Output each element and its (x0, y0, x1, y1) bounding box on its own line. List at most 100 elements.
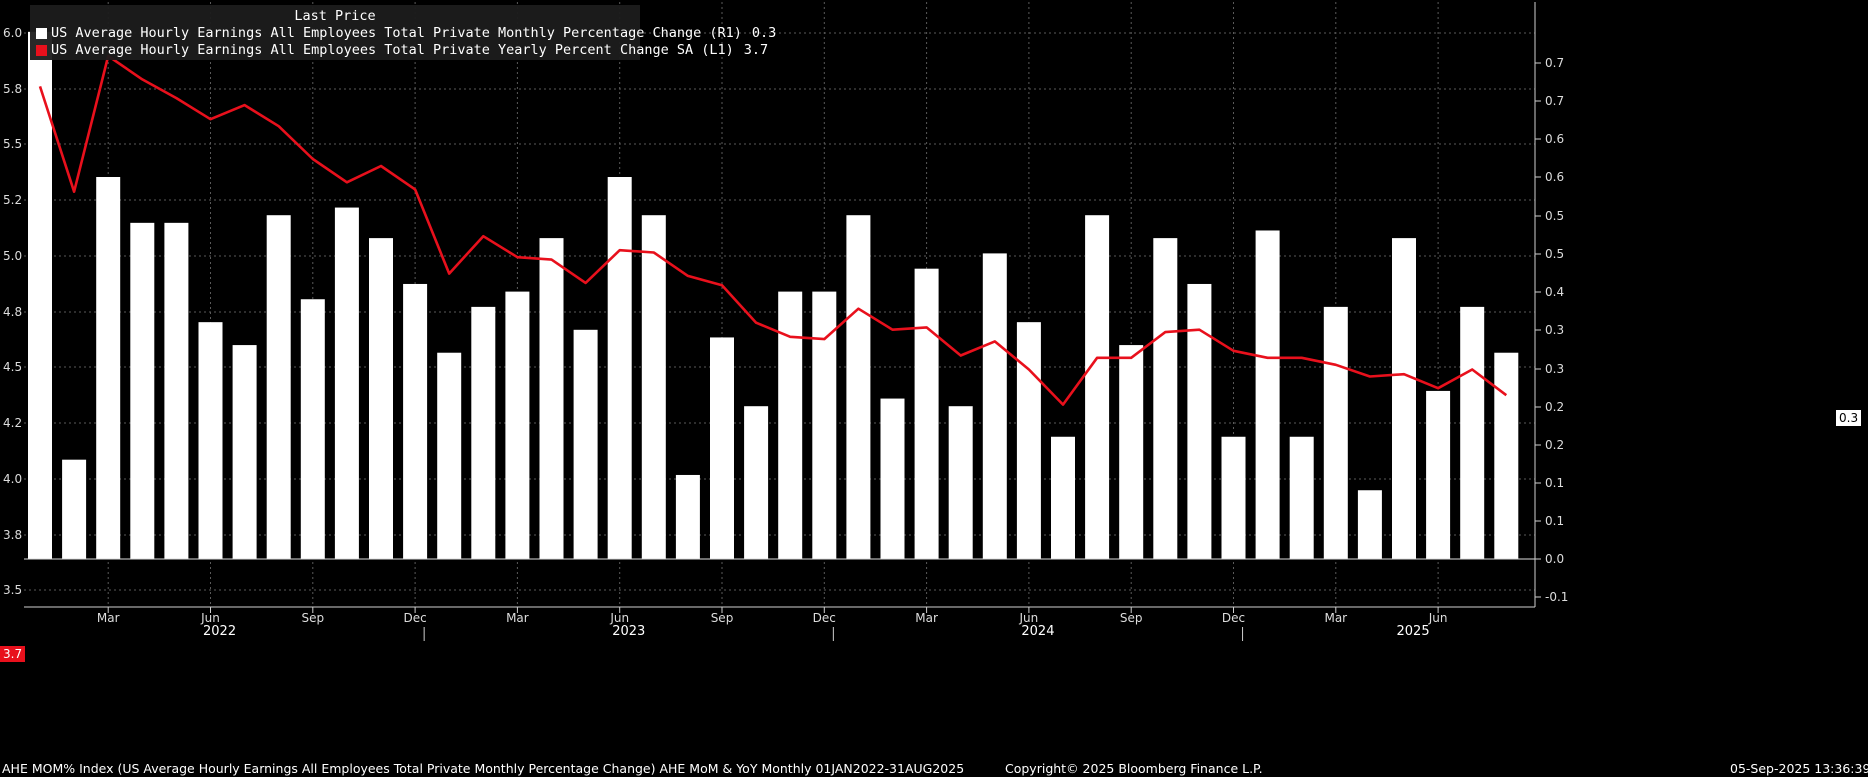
right-tick-label: -0.1 (1545, 590, 1568, 604)
bar (846, 215, 871, 559)
bar (505, 291, 530, 559)
bar (1357, 490, 1382, 559)
x-tick-label: Jun (1428, 611, 1448, 625)
right-tick-label: 0.5 (1545, 247, 1564, 261)
right-tick-label: 0.1 (1545, 476, 1564, 490)
right-tick-label: 0.3 (1545, 323, 1564, 337)
bar (948, 406, 973, 559)
legend-item-yearly[interactable]: US Average Hourly Earnings All Employees… (30, 42, 768, 59)
bar (1221, 436, 1246, 559)
x-tick-label: Jun (200, 611, 220, 625)
bar (1051, 436, 1075, 559)
bar (641, 215, 666, 559)
right-tick-label: 0.7 (1545, 94, 1564, 108)
bar (403, 283, 428, 559)
left-tick-label: 5.0 (3, 249, 22, 263)
bar (1119, 345, 1144, 559)
bar (62, 459, 87, 559)
bar (1392, 238, 1416, 559)
bar (164, 222, 189, 559)
legend-label: US Average Hourly Earnings All Employees… (51, 42, 734, 58)
bar (198, 322, 223, 559)
legend: Last Price US Average Hourly Earnings Al… (30, 5, 776, 60)
x-tick-label: Dec (1222, 611, 1245, 625)
bar (1494, 352, 1519, 559)
left-tick-label: 3.5 (3, 583, 22, 597)
year-label: 2025 (1397, 624, 1430, 639)
bar (880, 398, 905, 559)
line-series (38, 54, 1508, 406)
legend-header: Last Price (294, 8, 376, 24)
x-tick-label: Mar (97, 611, 120, 625)
bar (232, 345, 257, 559)
bar (28, 31, 52, 559)
bar (539, 238, 564, 559)
legend-value: 3.7 (743, 42, 769, 58)
year-label: 2023 (612, 624, 645, 639)
right-tick-label: 0.6 (1545, 132, 1564, 146)
legend-item-monthly[interactable]: US Average Hourly Earnings All Employees… (30, 25, 776, 42)
x-tick-label: Sep (301, 611, 324, 625)
x-tick-label: Sep (711, 611, 734, 625)
legend-swatch-red (36, 45, 47, 56)
footer-timestamp: 05-Sep-2025 13:36:39 (1730, 761, 1868, 776)
x-tick-label: Mar (1324, 611, 1347, 625)
right-tick-label: 0.6 (1545, 170, 1564, 184)
axes: 3.5 3.8 4.0 4.2 4.5 4.8 5.0 5.2 5.5 5.8 6.0 -0.1 0.0… (3, 2, 1568, 641)
bar (130, 222, 155, 559)
right-tick-label: 0.1 (1545, 514, 1564, 528)
bar (812, 291, 837, 559)
bar (914, 268, 939, 559)
left-tick-label: 4.2 (3, 416, 22, 430)
bar (369, 238, 393, 559)
footer-description: AHE MOM% Index (US Average Hourly Earnin… (2, 761, 965, 776)
bar-series (28, 31, 1519, 560)
x-tick-label: Dec (813, 611, 836, 625)
bar (982, 253, 1007, 559)
x-tick-label: Mar (915, 611, 938, 625)
bar (334, 207, 359, 559)
x-tick-label: Jun (1019, 611, 1039, 625)
left-tick-label: 5.8 (3, 82, 22, 96)
bar (1255, 230, 1280, 560)
bar (1289, 436, 1314, 559)
right-tick-label: 0.0 (1545, 552, 1564, 566)
bar (1323, 306, 1348, 559)
bar (675, 474, 700, 559)
legend-swatch-white (36, 28, 47, 39)
bar (1153, 238, 1178, 559)
right-tick-label: 0.7 (1545, 56, 1564, 70)
left-axis-last-value-badge: 3.7 (0, 646, 26, 662)
year-label: 2024 (1021, 624, 1054, 639)
footer-copyright: Copyright© 2025 Bloomberg Finance L.P. (1005, 761, 1263, 776)
bar (1460, 306, 1485, 559)
bar (96, 177, 121, 559)
right-tick-label: 0.2 (1545, 438, 1564, 452)
left-tick-label: 5.5 (3, 137, 22, 151)
bar (1085, 215, 1110, 559)
bar (710, 337, 734, 559)
left-tick-label: 4.5 (3, 360, 22, 374)
bar (607, 177, 632, 559)
year-label: 2022 (203, 624, 236, 639)
bar (266, 215, 291, 559)
bar (1187, 283, 1212, 559)
left-tick-label: 5.2 (3, 193, 22, 207)
left-tick-label: 4.0 (3, 472, 22, 486)
bar (573, 329, 598, 559)
left-tick-label: 4.8 (3, 305, 22, 319)
x-tick-label: Sep (1120, 611, 1143, 625)
bar (1426, 390, 1451, 559)
x-tick-label: Dec (403, 611, 426, 625)
left-tick-label: 3.8 (3, 528, 22, 542)
right-axis-last-value-badge: 0.3 (1836, 410, 1862, 426)
legend-label: US Average Hourly Earnings All Employees… (51, 25, 742, 41)
bar (300, 299, 325, 559)
footer: AHE MOM% Index (US Average Hourly Earnin… (0, 758, 1868, 777)
bar (778, 291, 803, 559)
bar (471, 306, 496, 559)
bar (1016, 322, 1041, 559)
right-tick-label: 0.2 (1545, 400, 1564, 414)
left-tick-label: 6.0 (3, 26, 22, 40)
